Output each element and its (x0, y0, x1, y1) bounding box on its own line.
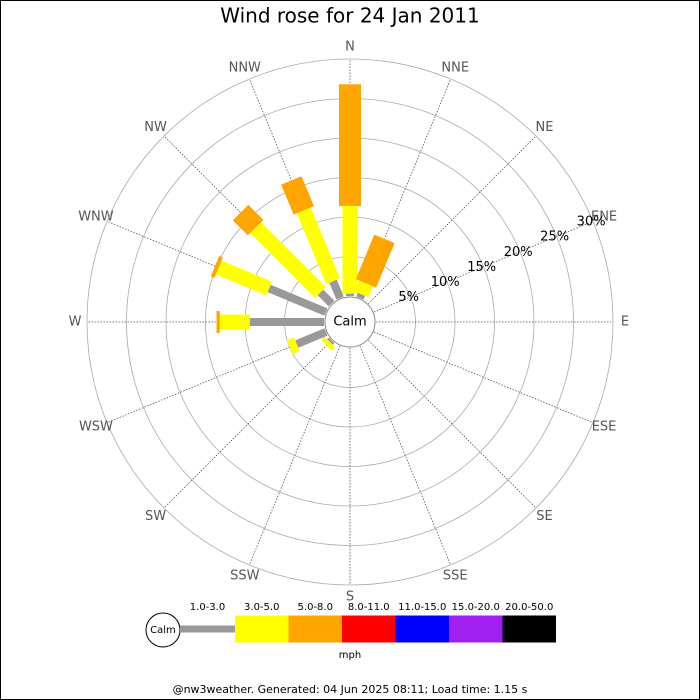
direction-label: W (69, 315, 82, 330)
spoke (359, 345, 452, 566)
bar-segment (216, 311, 220, 333)
grid-ring (86, 58, 614, 586)
legend-swatch (235, 615, 289, 643)
spoke (163, 340, 332, 509)
r-tick-label: 30% (577, 215, 606, 230)
bar-segment (267, 284, 328, 316)
direction-label: WNW (78, 209, 114, 224)
bar-segment (232, 204, 264, 236)
bar-segment (215, 260, 272, 296)
bar-segment (249, 318, 324, 326)
legend-label: 8.0-11.0 (348, 602, 390, 613)
direction-label: ESE (592, 420, 617, 435)
bars (210, 84, 395, 354)
r-tick-label: 15% (467, 260, 496, 275)
footer: @nw3weather. Generated: 04 Jun 2025 08:1… (173, 683, 528, 696)
legend-label: 20.0-50.0 (505, 602, 553, 613)
legend-label: 1.0-3.0 (190, 602, 225, 613)
direction-label: SW (145, 509, 166, 524)
bar-segment (250, 222, 326, 298)
direction-label: SE (536, 509, 552, 524)
legend-swatch (395, 615, 449, 643)
legend-label: 3.0-5.0 (244, 602, 279, 613)
calm-label: Calm (333, 315, 366, 330)
direction-label: SSW (230, 569, 260, 584)
bar-segment (286, 337, 300, 354)
r-tick-label: 25% (540, 230, 569, 245)
bar-segment (317, 289, 335, 307)
legend-swatch (449, 615, 503, 643)
bar-segment (327, 337, 335, 345)
bar-segment (342, 205, 358, 294)
spoke (368, 135, 537, 304)
legend-label: 11.0-15.0 (398, 602, 446, 613)
bar-segment (329, 279, 344, 300)
direction-label: WSW (79, 420, 113, 435)
legend-swatch (502, 615, 556, 643)
spoke (373, 331, 594, 424)
direction-label: NNE (441, 60, 469, 75)
legend-swatch (288, 615, 342, 643)
spoke (368, 340, 537, 509)
bar-segment (296, 207, 341, 285)
bar-segment (281, 176, 314, 215)
bar-segment (355, 234, 395, 288)
legend-swatch (342, 615, 396, 643)
direction-label: NNW (229, 60, 261, 75)
legend-calm-label: Calm (150, 625, 176, 636)
direction-label: E (621, 315, 629, 330)
legend-unit: mph (339, 650, 361, 661)
bar-segment (339, 84, 361, 206)
direction-label: S (346, 590, 354, 605)
direction-label: NW (144, 120, 167, 135)
bar-segment (219, 314, 250, 330)
r-tick-label: 10% (431, 275, 460, 290)
r-tick-label: 5% (398, 290, 419, 305)
spoke (106, 331, 327, 424)
bar-segment (356, 292, 366, 300)
calm-circle (324, 296, 376, 348)
bar-segment (354, 280, 373, 298)
bar-segment (321, 336, 336, 351)
direction-label: N (345, 40, 355, 55)
legend-swatch (180, 625, 235, 633)
spoke (373, 220, 594, 313)
spoke (248, 345, 341, 566)
r-tick-label: 20% (504, 245, 533, 260)
bar-segment (295, 328, 328, 348)
direction-label: NE (535, 120, 553, 135)
bar-segment (346, 293, 354, 296)
bar-segment (210, 255, 223, 278)
direction-label: SSE (443, 569, 468, 584)
legend-label: 5.0-8.0 (298, 602, 333, 613)
direction-label: ENE (591, 209, 617, 224)
legend-label: 15.0-20.0 (452, 602, 500, 613)
chart-title: Wind rose for 24 Jan 2011 (220, 4, 479, 28)
